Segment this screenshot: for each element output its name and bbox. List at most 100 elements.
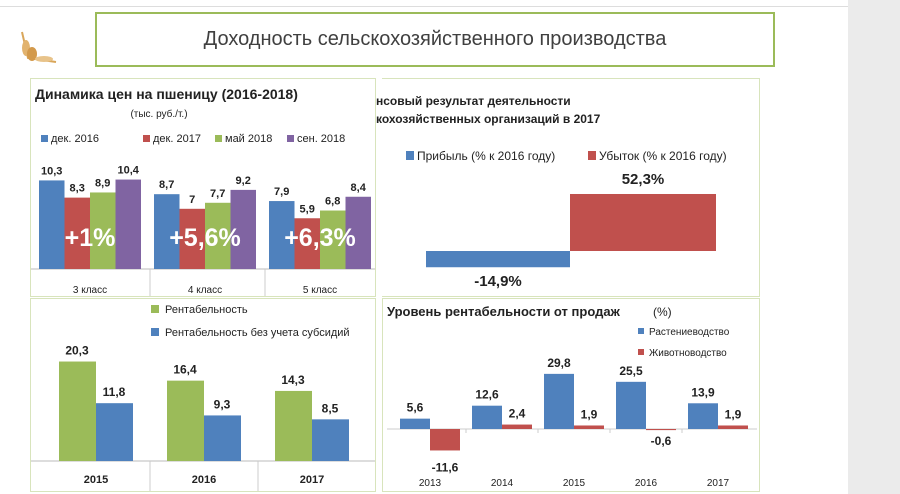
- bar: [400, 418, 430, 429]
- legend-swatch: [143, 135, 150, 142]
- bar: [345, 196, 371, 269]
- bar: [616, 381, 646, 429]
- data-label: 12,6: [475, 388, 499, 402]
- data-label: 10,3: [41, 165, 62, 177]
- bar: [574, 425, 604, 429]
- bar: [718, 425, 748, 429]
- page-title: Доходность сельскохозяйственного произво…: [95, 12, 775, 67]
- growth-annotation: +6,3%: [284, 224, 356, 252]
- data-label: 8,5: [322, 401, 339, 415]
- sales-profitability-chart: Уровень рентабельности от продаж (%) Расте…: [382, 298, 760, 492]
- bar: [544, 373, 574, 429]
- financial-result-chart: нсовый результат деятельности кохозяйстве…: [376, 78, 760, 297]
- legend-label: Убыток (% к 2016 году): [599, 149, 727, 163]
- bar: [688, 403, 718, 429]
- data-label: 11,8: [103, 385, 126, 399]
- legend-swatch: [638, 349, 644, 355]
- legend-swatch: [151, 328, 159, 336]
- category-label: 2016: [192, 474, 216, 486]
- legend-swatch: [151, 305, 159, 313]
- bar: [59, 361, 96, 461]
- category-label: 2017: [300, 474, 324, 486]
- chart-title: Динамика цен на пшеницу (2016-2018): [35, 86, 298, 102]
- legend-swatch: [215, 135, 222, 142]
- legend-label: май 2018: [225, 133, 272, 145]
- chart-title: Уровень рентабельности от продаж: [387, 304, 621, 319]
- growth-annotation: +1%: [65, 224, 116, 252]
- bar: [90, 192, 116, 269]
- data-label: 8,4: [351, 182, 367, 194]
- legend-label: Рентабельность: [165, 304, 248, 316]
- bar: [570, 193, 716, 251]
- legend-label: Рентабельность без учета субсидий: [165, 327, 350, 339]
- data-label: 7: [189, 194, 195, 206]
- category-label: 2013: [419, 478, 442, 489]
- bar: [230, 189, 256, 269]
- data-label: 8,3: [70, 183, 85, 195]
- data-label: 2,4: [509, 407, 526, 421]
- data-label: 14,3: [281, 373, 305, 387]
- bar: [502, 424, 532, 429]
- legend-swatch: [41, 135, 48, 142]
- data-label: 29,8: [547, 356, 571, 370]
- bar: [167, 380, 204, 461]
- category-label: 4 класс: [188, 285, 222, 296]
- bar: [39, 180, 65, 269]
- category-label: 3 класс: [73, 285, 107, 296]
- legend-swatch: [406, 151, 414, 160]
- top-divider: [0, 6, 848, 7]
- chart-subtitle: (тыс. руб./т.): [130, 108, 187, 120]
- category-label: 2015: [563, 478, 586, 489]
- bar: [204, 415, 241, 461]
- data-label: 1,9: [581, 407, 598, 421]
- category-label: 2017: [707, 478, 730, 489]
- profitability-chart: Рентабельность Рентабельность без учета с…: [30, 298, 376, 492]
- legend-label: Растениеводство: [649, 327, 730, 338]
- legend-label: дек. 2016: [51, 133, 99, 145]
- bar: [320, 210, 346, 269]
- chart-title-unit: (%): [653, 305, 672, 319]
- data-label: 7,7: [210, 188, 225, 200]
- data-label: 8,7: [159, 179, 174, 191]
- bar: [275, 390, 312, 461]
- data-label: 20,3: [65, 344, 89, 358]
- data-label: 52,3%: [622, 171, 665, 188]
- data-label: -0,6: [651, 434, 672, 448]
- data-label: 6,8: [325, 196, 340, 208]
- category-label: 2016: [635, 478, 658, 489]
- legend-swatch: [287, 135, 294, 142]
- data-label: 8,9: [95, 177, 110, 189]
- data-label: 13,9: [691, 385, 715, 399]
- data-label: 1,9: [725, 407, 742, 421]
- legend-swatch: [638, 328, 644, 334]
- bar: [205, 202, 231, 269]
- category-label: 2015: [84, 474, 108, 486]
- bar: [312, 419, 349, 461]
- data-label: 10,4: [117, 165, 139, 177]
- bar: [154, 194, 180, 269]
- legend-label: Животноводство: [649, 348, 727, 359]
- data-label: 25,5: [619, 364, 643, 378]
- data-label: 7,9: [274, 186, 289, 198]
- data-label: 9,3: [214, 397, 231, 411]
- data-label: -14,9%: [474, 273, 522, 290]
- bar: [430, 429, 460, 451]
- growth-annotation: +5,6%: [169, 224, 241, 252]
- data-label: 5,6: [407, 401, 424, 415]
- bar: [115, 179, 141, 269]
- data-label: -11,6: [432, 460, 459, 474]
- wheat-price-chart: Динамика цен на пшеницу (2016-2018) (тыс.…: [30, 78, 376, 297]
- bar: [472, 405, 502, 429]
- bar: [426, 251, 570, 268]
- data-label: 5,9: [300, 203, 315, 215]
- category-label: 2014: [491, 478, 514, 489]
- bar: [269, 201, 295, 269]
- legend-label: Прибыль (% к 2016 году): [417, 149, 555, 163]
- data-label: 9,2: [236, 175, 251, 187]
- bar: [96, 403, 133, 461]
- side-strip: [848, 0, 900, 494]
- bar: [646, 429, 676, 431]
- legend-label: сен. 2018: [297, 133, 345, 145]
- legend-label: дек. 2017: [153, 133, 201, 145]
- data-label: 16,4: [173, 363, 197, 377]
